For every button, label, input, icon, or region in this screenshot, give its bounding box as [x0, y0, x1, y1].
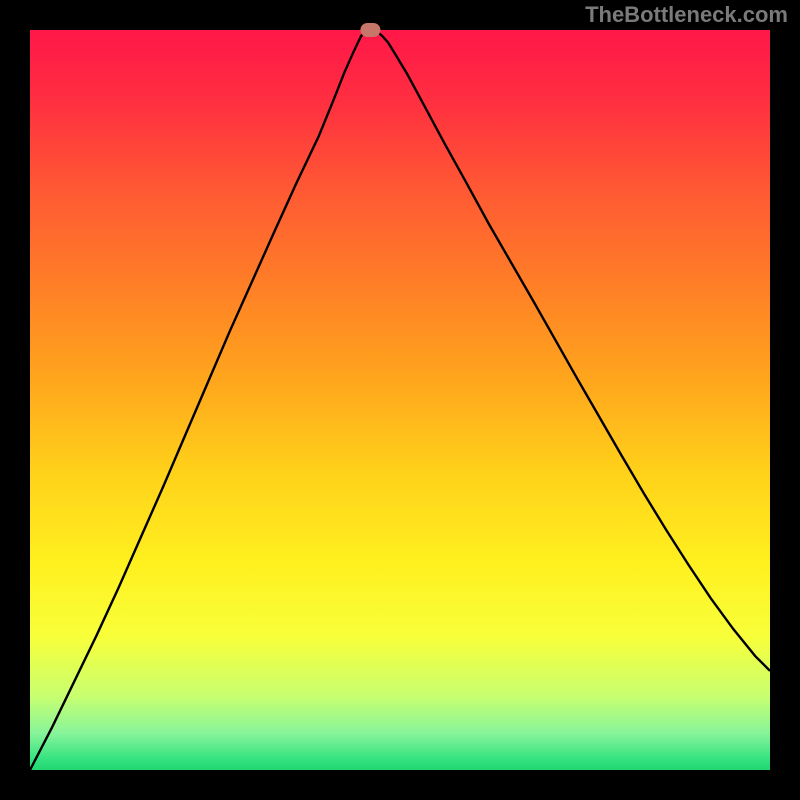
gradient-background	[30, 30, 770, 770]
watermark-text: TheBottleneck.com	[585, 2, 788, 28]
figure-root: { "watermark": { "text": "TheBottleneck.…	[0, 0, 800, 800]
optimal-marker	[360, 23, 380, 37]
bottleneck-chart	[0, 0, 800, 800]
